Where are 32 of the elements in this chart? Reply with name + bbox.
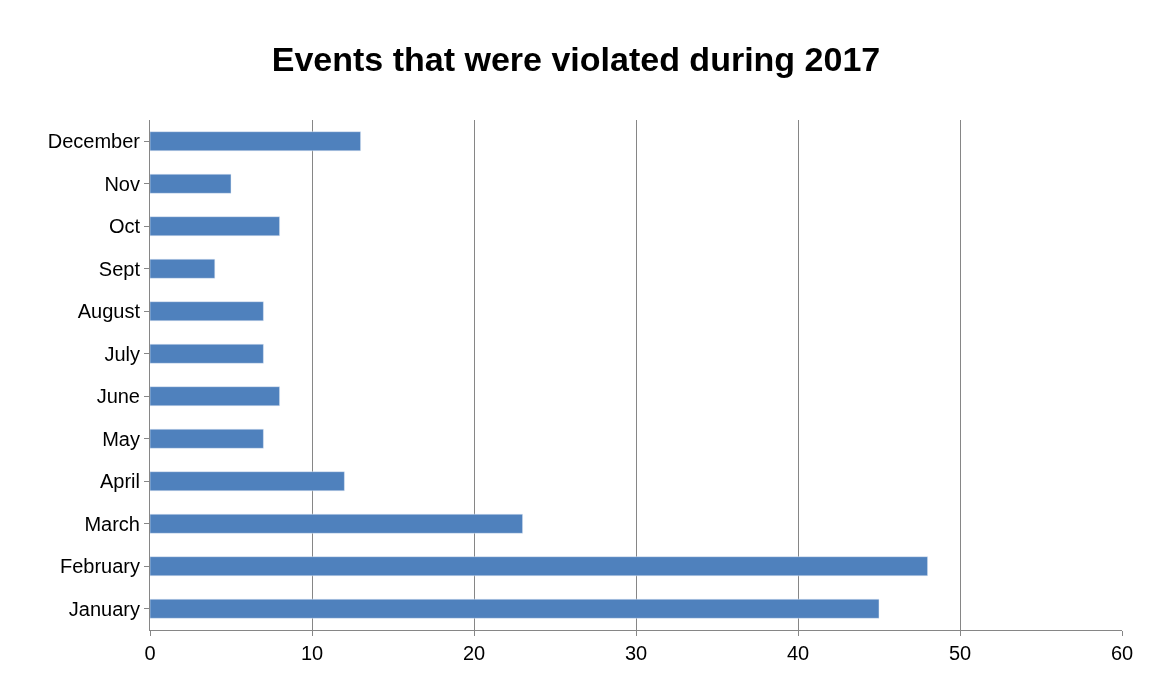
bar — [150, 173, 232, 194]
y-tick-label: March — [84, 512, 140, 535]
x-tick-label: 50 — [948, 642, 972, 664]
x-tick-label: 0 — [144, 642, 156, 664]
bar — [150, 131, 361, 152]
x-tick-label: 60 — [1110, 642, 1134, 664]
bar — [150, 556, 928, 577]
y-tick-label: June — [96, 385, 140, 408]
x-tick-label: 40 — [786, 642, 810, 664]
bar — [150, 598, 880, 619]
bar — [150, 301, 264, 322]
bar — [150, 258, 216, 279]
y-tick-label: Sept — [98, 257, 141, 280]
x-tick-label: 30 — [624, 642, 648, 664]
bar — [150, 343, 264, 364]
y-tick-label: August — [77, 300, 141, 323]
bar — [150, 216, 280, 237]
bar — [150, 428, 264, 449]
x-tick-label: 10 — [300, 642, 324, 664]
y-tick-label: Nov — [104, 172, 140, 195]
y-tick-label: July — [104, 342, 140, 365]
bar — [150, 471, 345, 492]
y-tick-label: Oct — [108, 215, 141, 238]
bar — [150, 386, 280, 407]
y-tick-label: February — [59, 555, 140, 578]
chart-title: Events that were violated during 2017 — [271, 40, 881, 79]
y-tick-label: May — [102, 427, 140, 450]
bar — [150, 513, 523, 534]
y-tick-label: December — [47, 130, 141, 153]
y-tick-label: April — [99, 470, 140, 493]
y-tick-label: January — [68, 597, 140, 620]
x-tick-label: 20 — [462, 642, 486, 664]
